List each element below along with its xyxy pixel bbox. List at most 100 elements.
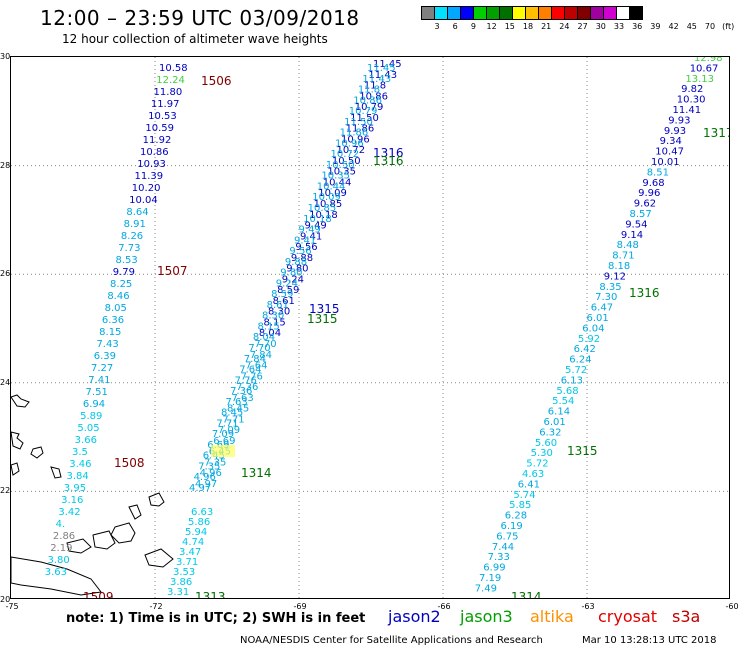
wave-height-value: 8.46	[107, 291, 129, 302]
wave-height-value: 11.43	[362, 74, 391, 85]
legend-cryosat: cryosat	[598, 607, 658, 626]
wave-height-value: 8.91	[124, 219, 146, 230]
wave-height-value: 10.47	[655, 147, 684, 158]
scale-swatch	[512, 6, 526, 20]
wave-height-value: 7.49	[475, 583, 497, 594]
lat-tick-label: 30	[0, 52, 11, 61]
scale-label: 27	[577, 22, 588, 31]
wave-height-value: 8.30	[268, 307, 290, 318]
wave-height-value: 2.86	[53, 531, 75, 542]
wave-height-value: 10.72	[330, 149, 359, 160]
wave-height-value: 7.71	[216, 418, 238, 429]
map-canvas: 10.5812.2411.8011.9710.5310.5911.9210.86…	[11, 57, 730, 598]
pass-label: 1317	[703, 126, 730, 140]
wave-height-value: 10.09	[312, 192, 341, 203]
scale-label: 6	[452, 22, 458, 31]
wave-height-value: 9.49	[305, 221, 327, 232]
wave-height-value: 4.97	[195, 479, 217, 490]
wave-height-value: 3.66	[75, 435, 97, 446]
scale-label: 33	[613, 22, 625, 31]
scale-swatch	[551, 6, 565, 20]
lon-tick-label: -69	[293, 602, 307, 611]
wave-height-value: 4.	[56, 519, 66, 530]
wave-height-value: 5.92	[578, 334, 600, 345]
wave-height-value: 7.36	[230, 386, 252, 397]
wave-height-value: 8.18	[608, 261, 630, 272]
wave-height-value: 9.82	[681, 84, 703, 95]
lon-tick-label: -75	[5, 602, 19, 611]
island-outline	[11, 556, 102, 596]
pass-label: 1314	[241, 466, 272, 480]
island-outline	[11, 394, 30, 408]
wave-height-value: 6.32	[539, 427, 561, 438]
wave-height-value: 9.93	[664, 126, 686, 137]
pass-label: 1315	[307, 312, 338, 326]
legend-altika: altika	[530, 607, 574, 626]
wave-height-value: 8.64	[126, 207, 148, 218]
wave-height-value: 6.13	[561, 375, 583, 386]
wave-height-value: 7.70	[248, 343, 270, 354]
pass-label: 1507	[157, 264, 188, 278]
wave-height-value: 11.8	[358, 85, 380, 96]
wave-height-value: 11.97	[151, 99, 180, 110]
wave-height-value: 8.71	[612, 251, 634, 262]
wave-height-value: 9.12	[604, 271, 626, 282]
lat-tick-label: 24	[0, 377, 11, 387]
wave-height-value: 10.50	[326, 160, 355, 171]
scale-swatch	[473, 6, 487, 20]
scale-label: 18	[522, 22, 534, 31]
island-outline	[144, 548, 174, 568]
wave-height-value: 3.16	[61, 495, 83, 506]
scale-swatch	[629, 6, 643, 20]
wave-height-value: 6.04	[582, 323, 604, 334]
wave-height-value: 8.45	[221, 408, 243, 419]
wave-height-value: 6.42	[574, 344, 596, 355]
wave-height-value: 10.86	[353, 95, 382, 106]
wave-height-value: 10.79	[349, 106, 378, 117]
scale-label: 3	[434, 22, 440, 31]
pass-label: 1508	[114, 456, 145, 470]
lat-tick-label: 26	[0, 269, 11, 279]
scale-label: 24	[559, 22, 570, 31]
wave-height-value: 3.53	[173, 567, 195, 578]
pass-label: 1316	[373, 146, 404, 160]
scale-swatch	[421, 6, 435, 20]
wave-height-value: 8.61	[273, 296, 295, 307]
wave-height-value: 9.24	[276, 278, 298, 289]
wave-height-value: 10.44	[317, 181, 346, 192]
scale-label: 39	[650, 22, 661, 31]
wave-height-value: 11.8	[364, 81, 386, 92]
wave-height-value: 10.96	[341, 134, 370, 145]
wave-height-value: 10.18	[309, 210, 338, 221]
wave-height-value: 9.62	[634, 199, 656, 210]
wave-height-value: 6.36	[102, 315, 124, 326]
wave-height-value: 7.27	[91, 363, 113, 374]
wave-height-value: 10.72	[336, 145, 365, 156]
wave-height-value: 10.30	[677, 95, 706, 106]
wave-height-value: 8.15	[99, 327, 121, 338]
wave-height-value: 10.96	[335, 138, 364, 149]
wave-height-value: 5.54	[552, 396, 574, 407]
wave-height-value: 9.41	[294, 235, 316, 246]
map-subtitle: 12 hour collection of altimeter wave hei…	[62, 32, 328, 46]
scale-swatch	[486, 6, 500, 20]
island-outline	[11, 431, 24, 450]
wave-height-value: 4.96	[200, 468, 222, 479]
wave-height-value: 11.50	[350, 113, 379, 124]
wave-height-value: 6.41	[518, 479, 540, 490]
wave-height-value: 6.24	[569, 355, 591, 366]
lat-tick-label: 22	[0, 486, 11, 496]
wave-height-value: 12.24	[156, 75, 185, 86]
island-outline	[110, 522, 136, 544]
wave-height-value: 6.69	[213, 436, 235, 447]
legend-jason2: jason2	[388, 607, 441, 626]
wave-height-value: 10.53	[148, 111, 177, 122]
scale-label: 12	[486, 22, 497, 31]
scale-swatch	[564, 6, 578, 20]
scale-swatch	[616, 6, 630, 20]
wave-height-value: 9.80	[280, 268, 302, 279]
wave-height-value: 8.15	[263, 317, 285, 328]
highlight-box	[211, 445, 235, 457]
wave-height-value: 4.63	[522, 469, 544, 480]
wave-height-value: 9.49	[299, 225, 321, 236]
